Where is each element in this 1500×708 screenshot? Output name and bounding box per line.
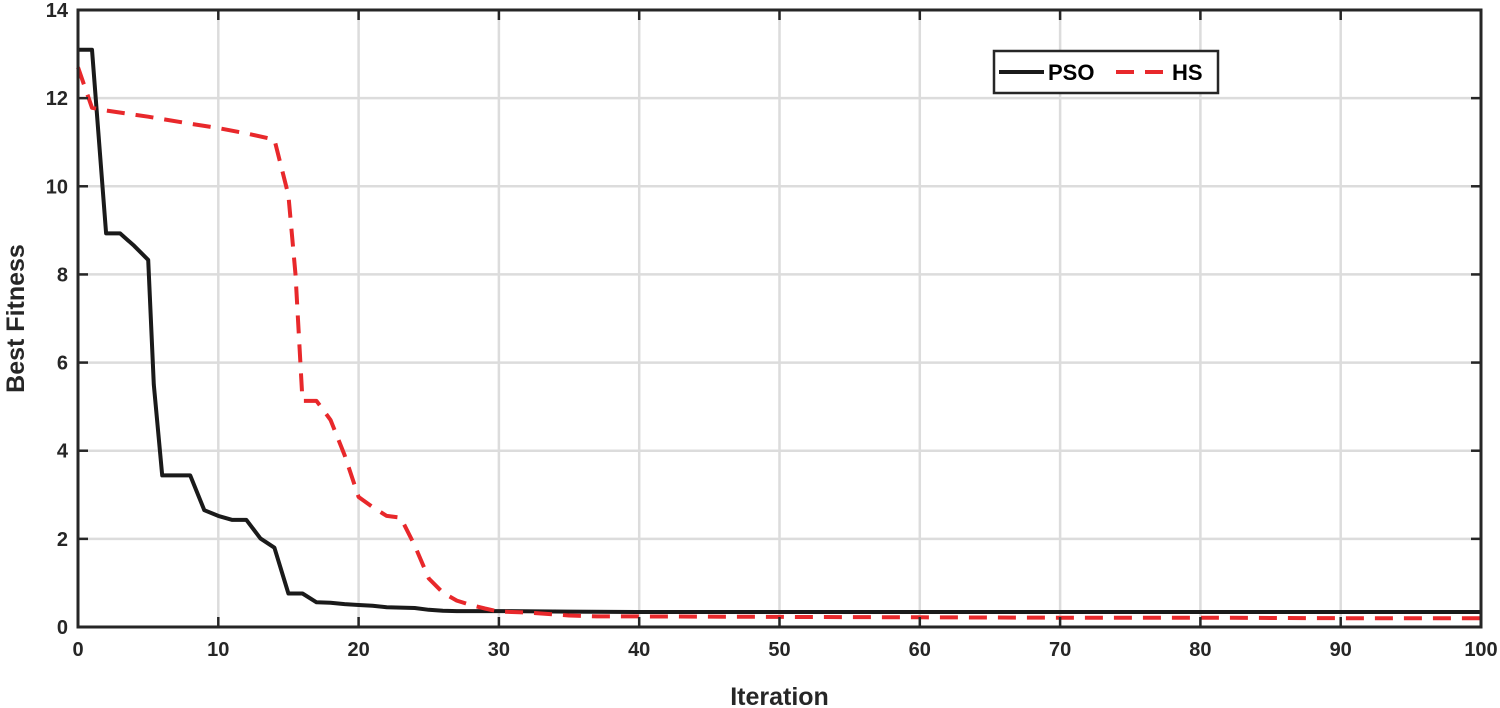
x-tick-label: 80 bbox=[1189, 639, 1211, 661]
x-tick-label: 50 bbox=[768, 639, 790, 661]
y-tick-label: 10 bbox=[46, 176, 68, 198]
x-tick-label: 10 bbox=[207, 639, 229, 661]
legend-label-hs: HS bbox=[1172, 60, 1203, 85]
x-tick-label: 90 bbox=[1330, 639, 1352, 661]
x-tick-label: 40 bbox=[628, 639, 650, 661]
y-tick-label: 12 bbox=[46, 88, 68, 110]
x-tick-label: 100 bbox=[1464, 639, 1497, 661]
axis-ticks: 0 10 20 30 40 50 60 70 80 90 100 0 2 4 6 8 10 12 14 bbox=[46, 0, 1498, 661]
y-tick-label: 0 bbox=[57, 617, 68, 639]
x-tick-label: 30 bbox=[488, 639, 510, 661]
x-tick-label: 20 bbox=[347, 639, 369, 661]
x-tick-label: 60 bbox=[909, 639, 931, 661]
x-tick-label: 70 bbox=[1049, 639, 1071, 661]
legend: PSO HS bbox=[992, 49, 1220, 95]
grid bbox=[78, 10, 1481, 627]
y-tick-label: 6 bbox=[57, 353, 68, 375]
y-tick-label: 14 bbox=[46, 0, 69, 22]
y-tick-label: 4 bbox=[57, 441, 69, 463]
series-group bbox=[76, 47, 1481, 621]
y-axis-title: Best Fitness bbox=[2, 244, 30, 393]
x-tick-label: 0 bbox=[72, 639, 83, 661]
y-tick-label: 8 bbox=[57, 264, 68, 286]
legend-box bbox=[992, 49, 1220, 95]
legend-label-pso: PSO bbox=[1048, 60, 1094, 85]
y-tick-label: 2 bbox=[57, 529, 68, 551]
series-line-pso bbox=[78, 47, 1481, 614]
series-line-hs bbox=[76, 66, 1481, 621]
x-axis-title: Iteration bbox=[730, 683, 829, 708]
